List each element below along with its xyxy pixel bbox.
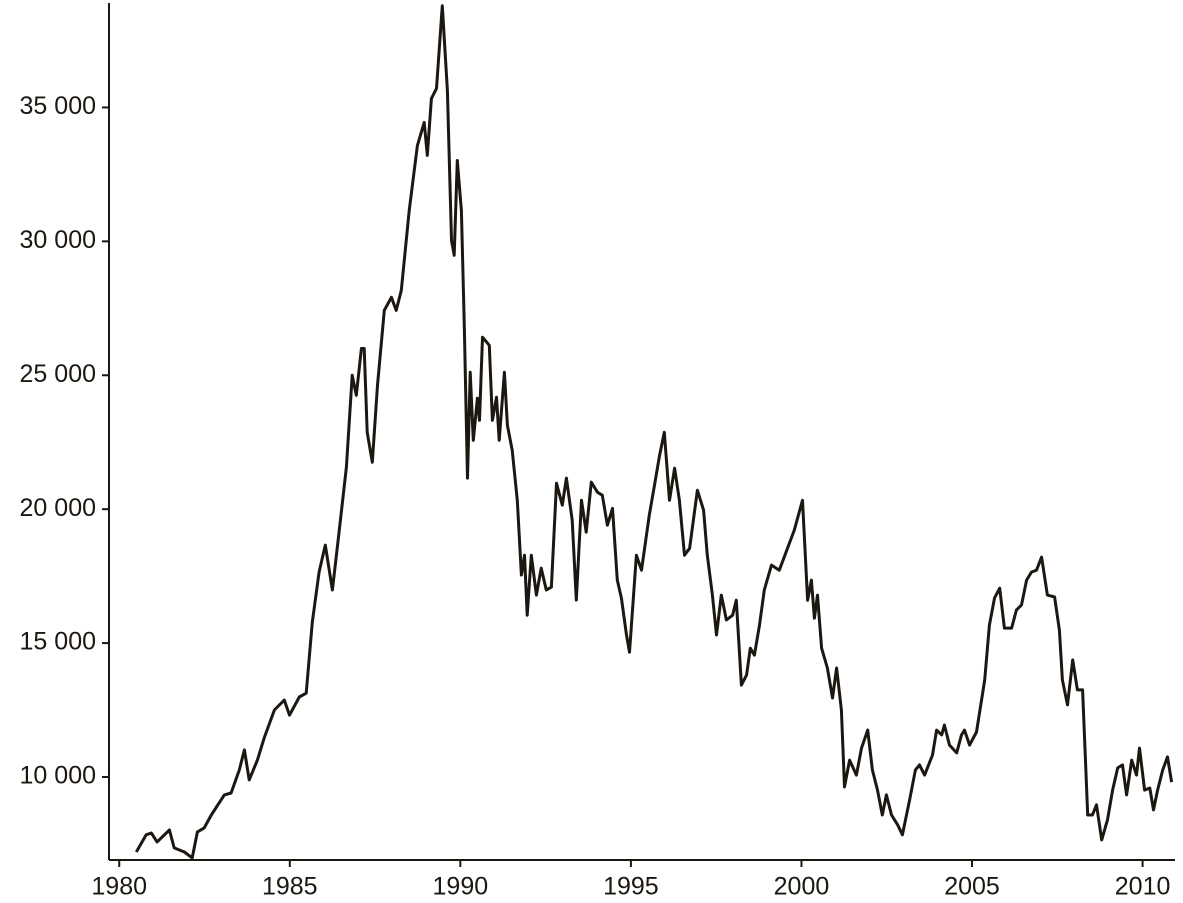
line	[134, 4, 1174, 860]
y-tick-label: 30 000	[20, 226, 96, 254]
x-tick-label: 2010	[1115, 873, 1171, 901]
y-tick-label: 15 000	[20, 628, 96, 656]
y-tick-label: 25 000	[20, 360, 96, 388]
y-tick-label: 20 000	[20, 494, 96, 522]
x-tick-label: 2000	[774, 873, 830, 901]
y-tick-label: 10 000	[20, 762, 96, 790]
x-tick-label: 1980	[91, 873, 147, 901]
x-tick-label: 1995	[603, 873, 659, 901]
x-tick-label: 1985	[262, 873, 318, 901]
x-tick-label: 1990	[433, 873, 489, 901]
x-tick-label: 2005	[944, 873, 1000, 901]
y-tick-label: 35 000	[20, 92, 96, 120]
